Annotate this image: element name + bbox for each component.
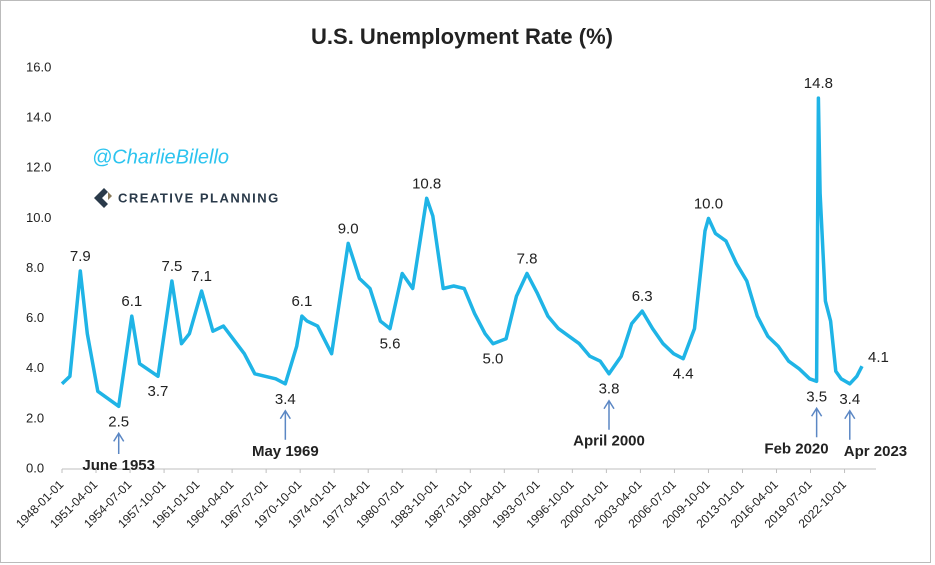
annotation: Feb 2020 xyxy=(764,440,828,457)
data-label: 6.1 xyxy=(291,293,312,310)
annotation-arrowhead xyxy=(279,409,291,420)
data-label: 3.8 xyxy=(599,381,620,398)
data-label: 3.5 xyxy=(806,388,827,405)
data-label: 14.8 xyxy=(804,75,833,92)
data-label: 5.6 xyxy=(380,336,401,353)
data-label: 3.4 xyxy=(839,391,860,408)
annotation: May 1969 xyxy=(252,443,319,460)
data-label: 7.8 xyxy=(517,250,538,267)
y-tick-label: 12.0 xyxy=(26,160,51,175)
watermark-brand: CREATIVE PLANNING xyxy=(118,190,280,205)
data-label: 3.4 xyxy=(275,391,296,408)
data-label: 4.4 xyxy=(673,366,694,383)
annotation-arrowhead xyxy=(603,399,615,410)
data-label: 10.8 xyxy=(412,175,441,192)
y-tick-label: 4.0 xyxy=(26,360,44,375)
data-label: 3.7 xyxy=(148,383,169,400)
annotation: June 1953 xyxy=(82,457,155,474)
y-tick-label: 10.0 xyxy=(26,210,51,225)
annotation-arrowhead xyxy=(113,431,125,442)
annotation: Apr 2023 xyxy=(844,443,907,460)
annotation-arrowhead xyxy=(810,406,823,417)
data-label: 4.1 xyxy=(868,349,889,366)
data-label: 7.9 xyxy=(70,248,91,265)
data-label: 6.3 xyxy=(632,288,653,305)
data-label: 9.0 xyxy=(338,220,359,237)
chart-title: U.S. Unemployment Rate (%) xyxy=(311,24,613,49)
data-label: 7.5 xyxy=(161,258,182,275)
y-tick-label: 8.0 xyxy=(26,260,44,275)
data-label: 6.1 xyxy=(121,293,142,310)
data-label: 2.5 xyxy=(108,413,129,430)
data-label: 7.1 xyxy=(191,268,212,285)
watermark-handle: @CharlieBilello xyxy=(92,146,229,168)
y-tick-label: 14.0 xyxy=(26,110,51,125)
data-label: 5.0 xyxy=(483,351,504,368)
annotation-arrowhead xyxy=(844,409,856,420)
data-label: 10.0 xyxy=(694,195,723,212)
y-tick-label: 6.0 xyxy=(26,310,44,325)
y-tick-label: 2.0 xyxy=(26,410,44,425)
annotation: April 2000 xyxy=(573,433,645,450)
y-tick-label: 16.0 xyxy=(26,59,51,74)
brand-logo xyxy=(94,188,112,208)
series-line xyxy=(60,96,864,409)
y-tick-label: 0.0 xyxy=(26,460,44,475)
